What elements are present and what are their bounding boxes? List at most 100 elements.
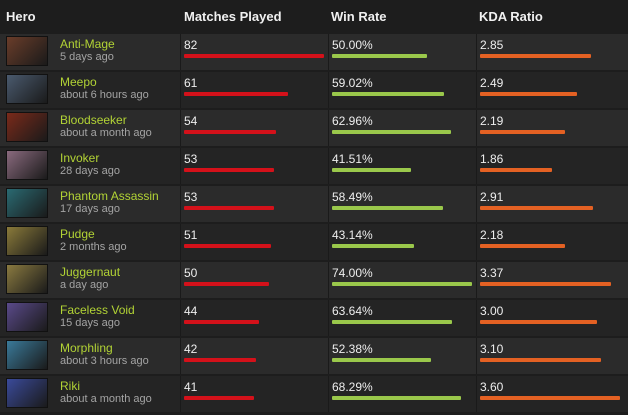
column-separator bbox=[180, 300, 181, 336]
win-rate-value: 59.02% bbox=[332, 76, 373, 90]
matches-played-value: 54 bbox=[184, 114, 198, 128]
matches-played-bar bbox=[184, 168, 274, 172]
last-played-time: 5 days ago bbox=[60, 51, 114, 63]
win-rate-value: 52.38% bbox=[332, 342, 373, 356]
hero-name-link[interactable]: Invoker bbox=[60, 151, 100, 165]
column-separator bbox=[328, 186, 329, 222]
hero-name-link[interactable]: Phantom Assassin bbox=[60, 189, 159, 203]
win-rate-bar bbox=[332, 92, 444, 96]
kda-ratio-value: 2.18 bbox=[480, 228, 504, 242]
matches-played-bar bbox=[184, 206, 274, 210]
anti-mage-portrait bbox=[6, 36, 48, 66]
hero-name-link[interactable]: Meepo bbox=[60, 75, 97, 89]
column-separator bbox=[180, 376, 181, 412]
kda-ratio-value: 2.19 bbox=[480, 114, 504, 128]
column-header-hero[interactable]: Hero bbox=[6, 9, 36, 24]
hero-name-link[interactable]: Anti-Mage bbox=[60, 37, 115, 51]
table-row[interactable]: Juggernaut a day ago 50 74.00% 3.37 bbox=[0, 262, 628, 298]
table-row[interactable]: Bloodseeker about a month ago 54 62.96% 2.19 bbox=[0, 110, 628, 146]
column-separator bbox=[180, 72, 181, 108]
last-played-time: 15 days ago bbox=[60, 317, 120, 329]
win-rate-value: 68.29% bbox=[332, 380, 373, 394]
column-separator bbox=[476, 34, 477, 70]
matches-played-value: 53 bbox=[184, 190, 198, 204]
win-rate-bar bbox=[332, 206, 443, 210]
matches-played-bar bbox=[184, 92, 288, 96]
win-rate-value: 43.14% bbox=[332, 228, 373, 242]
win-rate-value: 41.51% bbox=[332, 152, 373, 166]
matches-played-bar bbox=[184, 320, 259, 324]
column-separator bbox=[476, 224, 477, 260]
kda-ratio-bar bbox=[480, 206, 593, 210]
win-rate-value: 58.49% bbox=[332, 190, 373, 204]
hero-name-link[interactable]: Juggernaut bbox=[60, 265, 121, 279]
column-separator bbox=[476, 148, 477, 184]
column-separator bbox=[328, 262, 329, 298]
last-played-time: about a month ago bbox=[60, 393, 152, 405]
bloodseeker-portrait bbox=[6, 112, 48, 142]
win-rate-value: 62.96% bbox=[332, 114, 373, 128]
kda-ratio-bar bbox=[480, 282, 611, 286]
hero-name-link[interactable]: Riki bbox=[60, 379, 80, 393]
column-separator bbox=[180, 224, 181, 260]
last-played-time: 17 days ago bbox=[60, 203, 120, 215]
column-separator bbox=[476, 376, 477, 412]
column-header-matches-played[interactable]: Matches Played bbox=[184, 9, 282, 24]
kda-ratio-value: 1.86 bbox=[480, 152, 504, 166]
matches-played-bar bbox=[184, 244, 271, 248]
win-rate-bar bbox=[332, 168, 411, 172]
matches-played-value: 82 bbox=[184, 38, 198, 52]
win-rate-bar bbox=[332, 54, 427, 58]
column-separator bbox=[328, 110, 329, 146]
table-row[interactable]: Pudge 2 months ago 51 43.14% 2.18 bbox=[0, 224, 628, 260]
table-row[interactable]: Faceless Void 15 days ago 44 63.64% 3.00 bbox=[0, 300, 628, 336]
last-played-time: about 3 hours ago bbox=[60, 355, 149, 367]
column-separator bbox=[476, 262, 477, 298]
win-rate-value: 50.00% bbox=[332, 38, 373, 52]
matches-played-value: 41 bbox=[184, 380, 198, 394]
table-row[interactable]: Phantom Assassin 17 days ago 53 58.49% 2.91 bbox=[0, 186, 628, 222]
kda-ratio-bar bbox=[480, 54, 591, 58]
matches-played-value: 44 bbox=[184, 304, 198, 318]
hero-name-link[interactable]: Bloodseeker bbox=[60, 113, 127, 127]
column-header-kda-ratio[interactable]: KDA Ratio bbox=[479, 9, 543, 24]
table-row[interactable]: Invoker 28 days ago 53 41.51% 1.86 bbox=[0, 148, 628, 184]
table-row[interactable]: Anti-Mage 5 days ago 82 50.00% 2.85 bbox=[0, 34, 628, 70]
pudge-portrait bbox=[6, 226, 48, 256]
faceless-void-portrait bbox=[6, 302, 48, 332]
table-row[interactable]: Meepo about 6 hours ago 61 59.02% 2.49 bbox=[0, 72, 628, 108]
last-played-time: 2 months ago bbox=[60, 241, 127, 253]
column-separator bbox=[476, 110, 477, 146]
hero-name-link[interactable]: Faceless Void bbox=[60, 303, 135, 317]
meepo-portrait bbox=[6, 74, 48, 104]
column-separator bbox=[328, 224, 329, 260]
column-separator bbox=[476, 338, 477, 374]
matches-played-bar bbox=[184, 282, 269, 286]
column-separator bbox=[180, 34, 181, 70]
matches-played-bar bbox=[184, 130, 276, 134]
matches-played-bar bbox=[184, 396, 254, 400]
kda-ratio-value: 3.60 bbox=[480, 380, 504, 394]
matches-played-value: 42 bbox=[184, 342, 198, 356]
win-rate-bar bbox=[332, 320, 452, 324]
column-separator bbox=[328, 376, 329, 412]
last-played-time: about a month ago bbox=[60, 127, 152, 139]
kda-ratio-value: 3.37 bbox=[480, 266, 504, 280]
column-separator bbox=[328, 148, 329, 184]
table-row[interactable]: Morphling about 3 hours ago 42 52.38% 3.10 bbox=[0, 338, 628, 374]
hero-name-link[interactable]: Morphling bbox=[60, 341, 113, 355]
kda-ratio-value: 2.85 bbox=[480, 38, 504, 52]
matches-played-value: 50 bbox=[184, 266, 198, 280]
column-header-win-rate[interactable]: Win Rate bbox=[331, 9, 387, 24]
last-played-time: about 6 hours ago bbox=[60, 89, 149, 101]
column-separator bbox=[476, 186, 477, 222]
juggernaut-portrait bbox=[6, 264, 48, 294]
win-rate-bar bbox=[332, 358, 431, 362]
kda-ratio-bar bbox=[480, 168, 552, 172]
table-row[interactable]: Riki about a month ago 41 68.29% 3.60 bbox=[0, 376, 628, 412]
kda-ratio-bar bbox=[480, 130, 565, 134]
hero-name-link[interactable]: Pudge bbox=[60, 227, 95, 241]
kda-ratio-bar bbox=[480, 92, 577, 96]
morphling-portrait bbox=[6, 340, 48, 370]
column-separator bbox=[180, 148, 181, 184]
